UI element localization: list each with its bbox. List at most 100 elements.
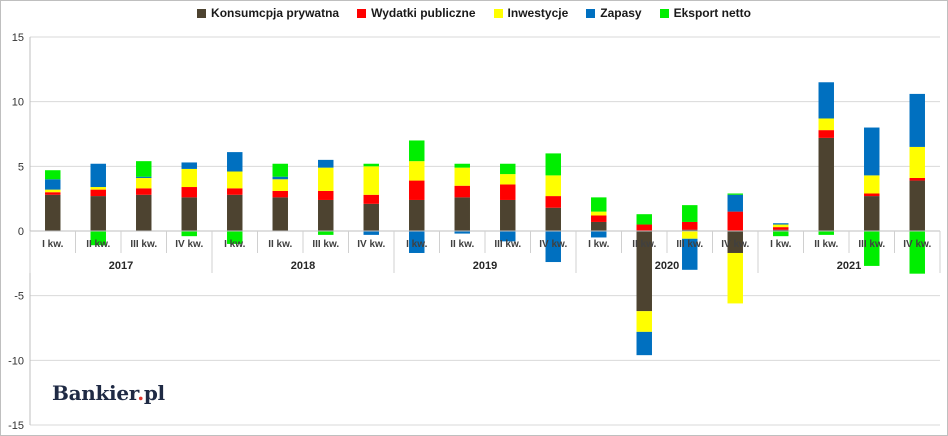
bar-segment <box>773 231 789 237</box>
quarter-label: I kw. <box>406 239 428 250</box>
bar-segment <box>773 223 789 225</box>
legend-swatch-inwestycje <box>493 8 503 18</box>
bar-segment <box>181 162 197 169</box>
bar-segment <box>682 229 698 231</box>
bar-segment <box>363 166 379 195</box>
legend-swatch-konsumpcja <box>197 8 207 18</box>
bar-segment <box>272 190 288 198</box>
brand-name: Bankier <box>52 381 138 405</box>
legend-label-inwestycje: Inwestycje <box>507 6 569 20</box>
bar-segment <box>136 176 152 178</box>
bar-segment <box>454 163 470 168</box>
bar-segment <box>181 197 197 231</box>
quarter-label: I kw. <box>588 239 610 250</box>
bar-segment <box>909 177 925 181</box>
quarter-label: III kw. <box>858 239 885 250</box>
bar-segment <box>545 207 561 231</box>
quarter-label: III kw. <box>130 239 157 250</box>
bar-segment <box>272 163 288 177</box>
bar-segment <box>318 231 334 235</box>
bar-segment <box>818 137 834 231</box>
bar-segment <box>136 194 152 231</box>
bar-segment <box>909 231 925 274</box>
bar-segment <box>318 190 334 200</box>
quarter-label: I kw. <box>770 239 792 250</box>
quarter-label: III kw. <box>312 239 339 250</box>
y-tick-label: 15 <box>12 32 24 44</box>
brand-dot: . <box>137 381 144 405</box>
bar-segment <box>773 227 789 230</box>
bar-segment <box>682 231 698 239</box>
quarter-label: II kw. <box>814 239 838 250</box>
bar-segment <box>864 127 880 176</box>
bar-segment <box>136 188 152 195</box>
bar-segment <box>227 152 243 172</box>
bar-segment <box>864 196 880 231</box>
y-tick-label: -10 <box>8 355 24 367</box>
bar-segment <box>864 193 880 197</box>
bar-segment <box>227 194 243 231</box>
bar-segment <box>591 215 607 222</box>
year-label: 2019 <box>473 260 497 272</box>
quarter-label: II kw. <box>450 239 474 250</box>
bar-segment <box>363 203 379 231</box>
bar-segment <box>818 130 834 138</box>
bar-segment <box>500 199 516 231</box>
legend-item-zapasy: Zapasy <box>586 6 642 20</box>
bar-segment <box>90 163 106 188</box>
bar-segment <box>909 180 925 231</box>
legend-item-konsumpcja: Konsumcpja prywatna <box>197 6 339 20</box>
y-tick-label: -15 <box>8 420 24 432</box>
bar-segment <box>818 118 834 131</box>
bar-segment <box>454 197 470 231</box>
quarter-label: IV kw. <box>175 239 203 250</box>
quarter-label: II kw. <box>632 239 656 250</box>
bar-segment <box>636 311 652 332</box>
bar-segment <box>864 175 880 194</box>
bar-segment <box>500 184 516 200</box>
bar-segment <box>773 229 789 231</box>
bar-segment <box>90 196 106 231</box>
quarter-label: III kw. <box>494 239 521 250</box>
bar-segment <box>272 176 288 180</box>
bar-segment <box>45 192 61 195</box>
quarter-label: I kw. <box>224 239 246 250</box>
legend-swatch-zapasy <box>586 8 596 18</box>
bar-segment <box>727 193 743 195</box>
y-tick-label: 0 <box>18 226 24 238</box>
bar-segment <box>45 179 61 190</box>
bar-segment <box>909 146 925 178</box>
bar-segment <box>591 197 607 212</box>
year-label: 2017 <box>109 260 133 272</box>
bar-segment <box>409 199 425 231</box>
bar-segment <box>682 221 698 230</box>
bar-segment <box>727 252 743 304</box>
bar-segment <box>545 231 561 263</box>
bar-segment <box>227 171 243 189</box>
bar-segment <box>500 163 516 175</box>
bar-segment <box>545 196 561 208</box>
bar-segment <box>454 231 470 234</box>
bar-segment <box>636 231 652 312</box>
bar-segment <box>272 197 288 231</box>
bar-segment <box>409 140 425 162</box>
bar-segment <box>409 231 425 253</box>
bar-segment <box>454 167 470 186</box>
bar-segment <box>45 189 61 193</box>
bar-segment <box>818 82 834 119</box>
legend-item-wydatki: Wydatki publiczne <box>357 6 476 20</box>
y-tick-label: 5 <box>18 161 24 173</box>
year-label: 2021 <box>837 260 861 272</box>
y-tick-label: -5 <box>14 291 24 303</box>
bar-segment <box>773 224 789 228</box>
bar-segment <box>500 174 516 185</box>
chart-legend: Konsumcpja prywatna Wydatki publiczne In… <box>0 6 948 20</box>
legend-item-inwestycje: Inwestycje <box>493 6 569 20</box>
bar-segment <box>500 231 516 242</box>
brand-tld: pl <box>143 381 165 405</box>
quarter-label: III kw. <box>676 239 703 250</box>
legend-swatch-eksport <box>659 8 669 18</box>
bar-segment <box>545 175 561 197</box>
year-label: 2020 <box>655 260 679 272</box>
